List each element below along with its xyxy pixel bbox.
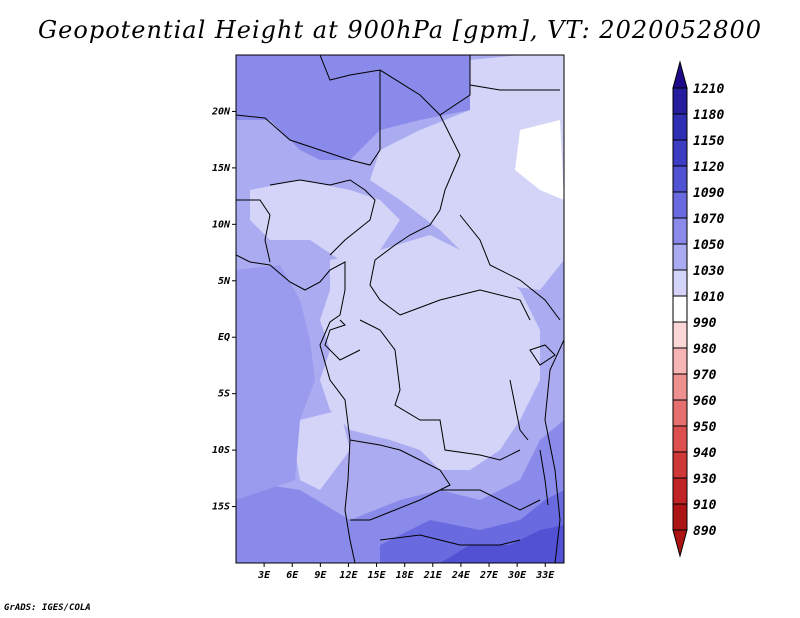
border-10: [440, 489, 541, 511]
border-2: [236, 70, 381, 166]
x-axis: 3E 6E 9E 12E 15E 18E 21E 24E 27E 30E 33E: [257, 563, 555, 581]
chart-title: Geopotential Height at 900hPa [gpm], VT:…: [38, 16, 762, 44]
field-south-high: [236, 420, 564, 563]
x-tick-label-4: 15E: [368, 570, 387, 581]
colorbar-bottom-cap: [672, 529, 688, 558]
border-3: [469, 84, 560, 95]
y-tick-label-1: 15N: [212, 163, 231, 174]
x-tick-label-3: 12E: [339, 570, 358, 581]
colorbar-segment-11: [672, 373, 688, 401]
field-atlantic-high: [236, 265, 315, 500]
colorbar-segment-9: [672, 321, 688, 349]
colorbar-label-7: 1030: [693, 264, 724, 279]
coastline-east: [544, 339, 564, 563]
colorbar-label-2: 1150: [693, 134, 724, 149]
colorbar-label-3: 1120: [693, 160, 724, 175]
border-12: [236, 199, 271, 263]
y-tick-label-2: 10N: [212, 219, 231, 230]
coastline-west: [236, 254, 356, 563]
border-13: [379, 534, 521, 546]
colorbar-label-4: 1090: [693, 186, 724, 201]
x-tick-label-10: 33E: [535, 570, 555, 581]
map-borders: [236, 55, 564, 563]
colorbar-label-11: 970: [693, 368, 717, 383]
border-6: [459, 214, 561, 321]
x-tick-label-0: 3E: [257, 570, 271, 581]
map-frame: [235, 54, 565, 564]
colorbar-segment-14: [672, 451, 688, 479]
colorbar-label-6: 1050: [693, 238, 724, 253]
border-9: [349, 439, 451, 521]
x-tick-label-1: 6E: [286, 570, 299, 581]
colorbar-segment-12: [672, 399, 688, 427]
colorbar-segment-13: [672, 425, 688, 453]
y-tick-label-6: 10S: [212, 445, 230, 456]
border-7: [399, 289, 531, 321]
colorbar-segment-4: [672, 191, 688, 219]
x-tick-label-8: 27E: [479, 570, 499, 581]
colorbar: 1210 1180 1150 1120 1090 1070 1050 1030 1010 990 9…: [672, 60, 724, 558]
border-5: [269, 179, 376, 256]
border-8: [359, 319, 521, 461]
colorbar-label-1: 1180: [693, 108, 724, 123]
colorbar-segment-1: [672, 113, 688, 141]
field-north-high: [236, 55, 470, 160]
border-4: [369, 114, 461, 316]
field-sudan-white: [515, 120, 564, 200]
field-congo-low: [320, 235, 540, 470]
colorbar-label-5: 1070: [693, 212, 724, 227]
y-tick-label-7: 15S: [212, 502, 230, 513]
y-tick-label-4: EQ: [218, 332, 230, 343]
colorbar-label-17: 890: [693, 524, 717, 539]
colorbar-segment-0: [672, 87, 688, 115]
y-tick-label-0: 20N: [211, 106, 231, 117]
colorbar-segment-5: [672, 217, 688, 245]
colorbar-label-0: 1210: [693, 82, 724, 97]
colorbar-label-9: 990: [693, 316, 717, 331]
x-tick-label-2: 9E: [314, 570, 327, 581]
colorbar-segment-8: [672, 295, 688, 323]
lake-malawi: [539, 449, 549, 506]
map-area: [236, 55, 564, 563]
x-tick-label-5: 18E: [396, 570, 415, 581]
x-tick-label-6: 21E: [423, 570, 443, 581]
colorbar-segment-3: [672, 165, 688, 193]
colorbar-segment-16: [672, 503, 688, 531]
colorbar-label-10: 980: [693, 342, 717, 357]
lake-tanganyika: [509, 379, 529, 441]
y-tick-label-5: 5S: [218, 389, 230, 400]
border-1: [319, 55, 471, 116]
colorbar-segment-7: [672, 269, 688, 297]
colorbar-label-13: 950: [693, 420, 717, 435]
colorbar-segment-2: [672, 139, 688, 167]
field-angola-patch: [295, 410, 350, 490]
lake-victoria: [529, 344, 556, 366]
x-tick-label-9: 30E: [507, 570, 527, 581]
field-west-low: [250, 180, 400, 260]
colorbar-label-15: 930: [693, 472, 717, 487]
colorbar-segment-15: [672, 477, 688, 505]
colorbar-top-cap: [672, 60, 688, 89]
colorbar-label-12: 960: [693, 394, 717, 409]
colorbar-label-16: 910: [693, 498, 717, 513]
y-tick-label-3: 5N: [218, 276, 231, 287]
footer-credit: GrADS: IGES/COLA: [4, 603, 91, 613]
colorbar-label-8: 1010: [693, 290, 724, 305]
y-axis: 20N 15N 10N 5N EQ 5S 10S 15S: [211, 106, 236, 513]
colorbar-label-14: 940: [693, 446, 717, 461]
colorbar-segment-10: [672, 347, 688, 375]
x-tick-label-7: 24E: [451, 570, 471, 581]
field-northeast-low: [370, 55, 564, 290]
field-southeast-highest: [440, 525, 564, 563]
colorbar-segment-6: [672, 243, 688, 271]
border-11: [324, 319, 361, 361]
